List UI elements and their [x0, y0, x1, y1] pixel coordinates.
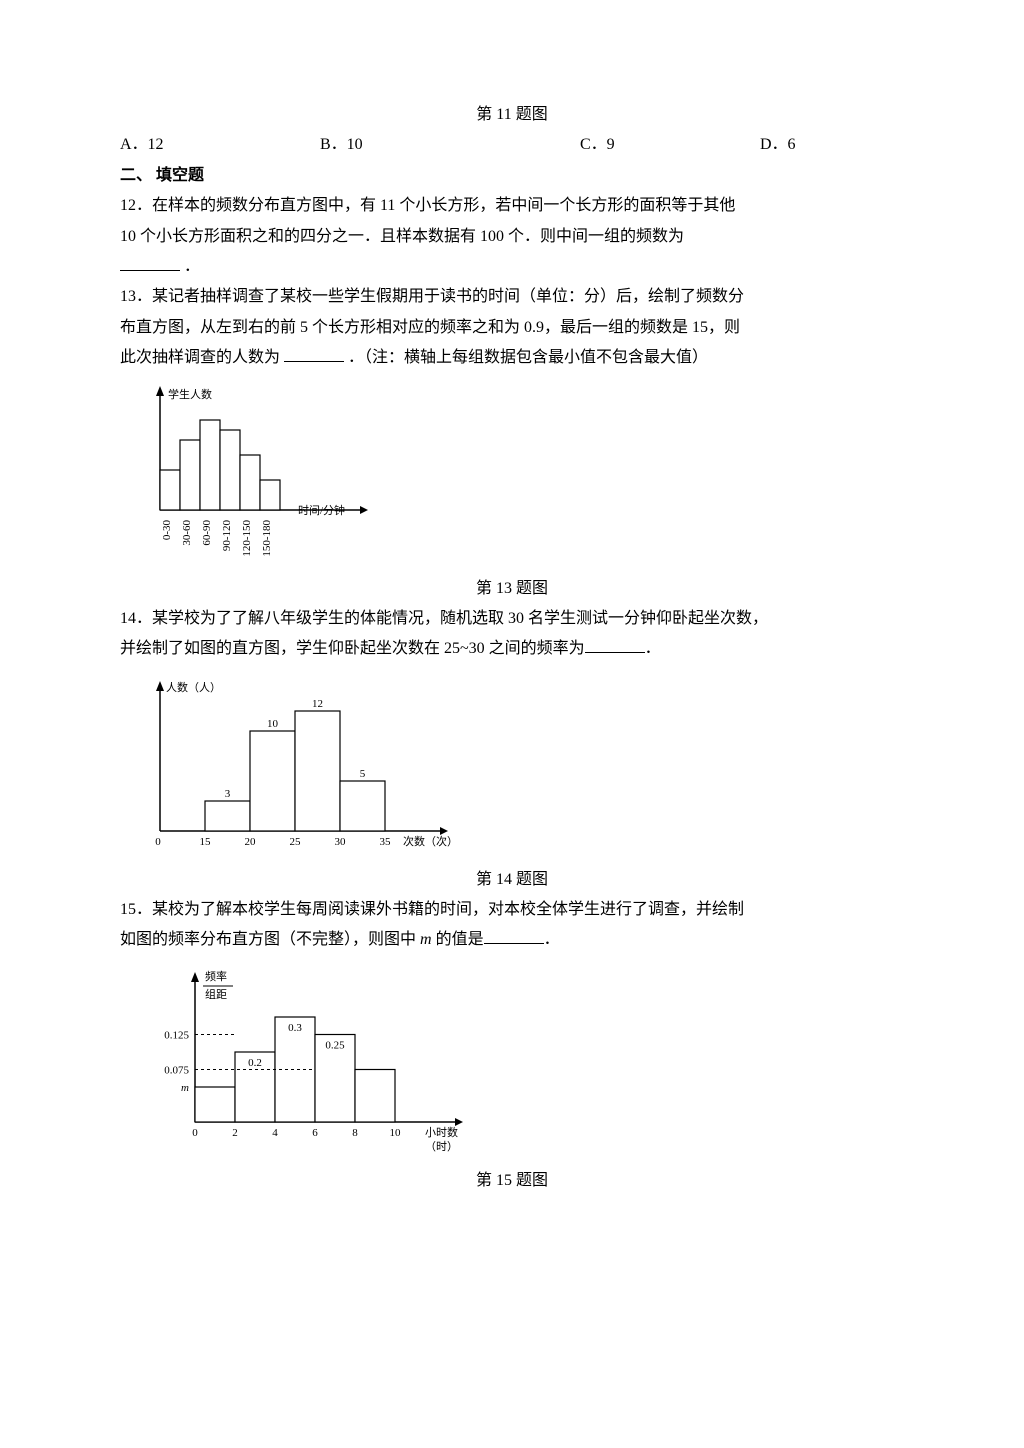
svg-text:0: 0 — [192, 1127, 198, 1139]
svg-text:人数（人）: 人数（人） — [166, 681, 221, 694]
svg-text:0-30: 0-30 — [161, 519, 173, 540]
svg-text:60-90: 60-90 — [201, 519, 213, 545]
q13-line3: 此次抽样调查的人数为 ．（注：横轴上每组数据包含最小值不包含最大值） — [120, 343, 904, 373]
q12-line3: ． — [120, 252, 904, 282]
q15-m-italic: m — [420, 931, 432, 948]
q15-chart: 频率组距 0.2 0.3 0.25 0.125 0.075 m 0 2 4 6 8 10 小时数（时） — [120, 962, 490, 1162]
q11-option-c: C．9 — [580, 130, 760, 160]
q13-blank — [284, 345, 344, 362]
q13-chart: 学生人数时间/分钟 0-30 30-60 60-90 90-120 120-150 150-… — [120, 380, 420, 570]
q14-line2: 并绘制了如图的直方图，学生仰卧起坐次数在 25~30 之间的频率为 ． — [120, 634, 904, 664]
q14-line2-a: 并绘制了如图的直方图，学生仰卧起坐次数在 25~30 之间的频率为 — [120, 640, 585, 657]
svg-text:0.075: 0.075 — [164, 1064, 189, 1076]
svg-text:0.25: 0.25 — [325, 1039, 345, 1051]
q12-line2: 10 个小长方形面积之和的四分之一．且样本数据有 100 个．则中间一组的频数为 — [120, 222, 904, 252]
svg-text:组距: 组距 — [205, 987, 227, 1001]
svg-text:35: 35 — [380, 836, 392, 848]
section2-heading: 二、 填空题 — [120, 161, 904, 191]
svg-text:频率: 频率 — [205, 969, 227, 983]
svg-text:8: 8 — [352, 1127, 358, 1139]
q14-line1: 14．某学校为了了解八年级学生的体能情况，随机选取 30 名学生测试一分钟仰卧起… — [120, 604, 904, 634]
svg-text:120-150: 120-150 — [241, 519, 253, 556]
svg-text:m: m — [181, 1082, 189, 1094]
svg-text:30-60: 30-60 — [181, 519, 193, 545]
svg-text:小时数: 小时数 — [425, 1126, 458, 1139]
q15-line2-b: 的值是 — [432, 931, 484, 948]
svg-text:次数（次）: 次数（次） — [403, 834, 458, 848]
q11-figure-caption: 第 11 题图 — [120, 100, 904, 130]
svg-text:25: 25 — [290, 836, 302, 848]
svg-text:6: 6 — [312, 1127, 318, 1139]
q12-line3-end: ． — [184, 258, 200, 275]
svg-text:4: 4 — [272, 1127, 278, 1139]
svg-text:12: 12 — [312, 698, 323, 710]
q13-line3-b: ．（注：横轴上每组数据包含最小值不包含最大值） — [348, 349, 708, 366]
q12-line1: 12．在样本的频数分布直方图中，有 11 个小长方形，若中间一个长方形的面积等于… — [120, 191, 904, 221]
q11-option-a: A．12 — [120, 130, 320, 160]
q15-line2-a: 如图的频率分布直方图（不完整），则图中 — [120, 931, 420, 948]
q11-options-row: A．12 B．10 C．9 D．6 — [120, 130, 904, 160]
svg-text:0: 0 — [155, 836, 161, 848]
svg-text:学生人数: 学生人数 — [168, 387, 212, 401]
q13-figure-caption: 第 13 题图 — [120, 574, 904, 604]
svg-text:5: 5 — [360, 768, 366, 780]
svg-text:2: 2 — [232, 1127, 238, 1139]
q14-chart: 人数（人） 3 10 12 5 0 15 20 25 30 35 次数（次） — [120, 671, 460, 861]
svg-text:0.2: 0.2 — [248, 1057, 262, 1069]
svg-text:20: 20 — [245, 836, 257, 848]
q15-line2: 如图的频率分布直方图（不完整），则图中 m 的值是 ． — [120, 925, 904, 955]
q14-line2-b: ． — [645, 640, 661, 657]
svg-text:15: 15 — [200, 836, 212, 848]
q13-line1: 13．某记者抽样调查了某校一些学生假期用于读书的时间（单位：分）后，绘制了频数分 — [120, 282, 904, 312]
svg-text:时间/分钟: 时间/分钟 — [298, 503, 345, 517]
q14-figure-caption: 第 14 题图 — [120, 865, 904, 895]
q15-blank — [484, 927, 544, 944]
svg-text:10: 10 — [267, 718, 279, 730]
q13-line3-a: 此次抽样调查的人数为 — [120, 349, 280, 366]
svg-text:0.3: 0.3 — [288, 1022, 302, 1034]
q12-blank — [120, 254, 180, 271]
q15-line2-c: ． — [544, 931, 560, 948]
svg-text:30: 30 — [335, 836, 347, 848]
svg-text:90-120: 90-120 — [221, 519, 233, 551]
svg-text:10: 10 — [390, 1127, 402, 1139]
q12-line2-text: 10 个小长方形面积之和的四分之一．且样本数据有 100 个．则中间一组的频数为 — [120, 228, 684, 245]
svg-text:150-180: 150-180 — [261, 519, 273, 556]
svg-text:（时）: （时） — [425, 1140, 458, 1153]
q11-option-b: B．10 — [320, 130, 580, 160]
svg-text:3: 3 — [225, 788, 231, 800]
q11-option-d: D．6 — [760, 130, 880, 160]
q14-blank — [585, 636, 645, 653]
q13-line2: 布直方图，从左到右的前 5 个长方形相对应的频率之和为 0.9，最后一组的频数是… — [120, 313, 904, 343]
q15-figure-caption: 第 15 题图 — [120, 1166, 904, 1196]
q15-line1: 15．某校为了解本校学生每周阅读课外书籍的时间，对本校全体学生进行了调查，并绘制 — [120, 895, 904, 925]
svg-text:0.125: 0.125 — [164, 1029, 189, 1041]
